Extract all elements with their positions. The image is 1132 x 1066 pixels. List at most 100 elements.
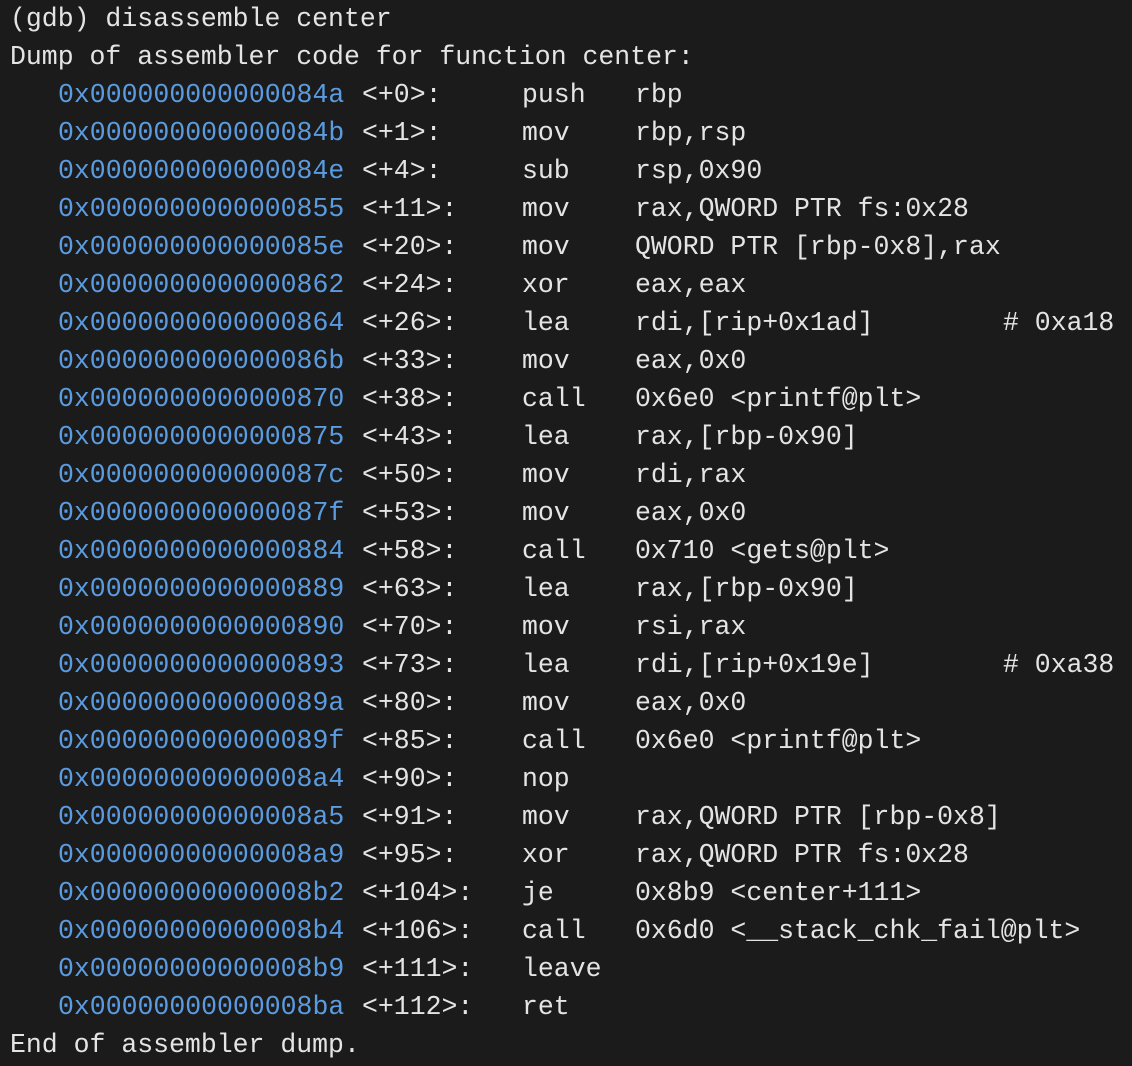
mnemonic: mov xyxy=(522,498,570,528)
address: 0x0000000000000884 xyxy=(58,536,345,566)
mnemonic: mov xyxy=(522,688,570,718)
offset: <+112>: xyxy=(362,992,474,1022)
mnemonic: call xyxy=(522,384,586,414)
address: 0x000000000000089f xyxy=(58,726,345,756)
address: 0x000000000000086b xyxy=(58,346,345,376)
address: 0x0000000000000864 xyxy=(58,308,345,338)
address: 0x0000000000000875 xyxy=(58,422,345,452)
address: 0x000000000000087c xyxy=(58,460,345,490)
mnemonic: mov xyxy=(522,460,570,490)
offset: <+43>: xyxy=(362,422,458,452)
address: 0x000000000000085e xyxy=(58,232,345,262)
mnemonic: xor xyxy=(522,270,570,300)
address: 0x0000000000000870 xyxy=(58,384,345,414)
mnemonic: call xyxy=(522,536,586,566)
address: 0x0000000000000890 xyxy=(58,612,345,642)
mnemonic: ret xyxy=(522,992,570,1022)
address: 0x000000000000089a xyxy=(58,688,345,718)
offset: <+85>: xyxy=(362,726,458,756)
mnemonic: lea xyxy=(522,574,570,604)
offset: <+111>: xyxy=(362,954,474,984)
footer: End of assembler dump. xyxy=(10,1030,360,1060)
operands: rax,QWORD PTR fs:0x28 xyxy=(635,194,969,224)
mnemonic: mov xyxy=(522,802,570,832)
address: 0x000000000000087f xyxy=(58,498,345,528)
address: 0x000000000000084e xyxy=(58,156,345,186)
offset: <+70>: xyxy=(362,612,458,642)
address: 0x00000000000008b4 xyxy=(58,916,345,946)
mnemonic: mov xyxy=(522,118,570,148)
mnemonic: xor xyxy=(522,840,570,870)
operands: rsi,rax xyxy=(635,612,747,642)
operands: 0x8b9 <center+111> xyxy=(635,878,922,908)
offset: <+90>: xyxy=(362,764,458,794)
operands: rax,QWORD PTR fs:0x28 xyxy=(635,840,969,870)
address: 0x0000000000000862 xyxy=(58,270,345,300)
operands: rdi,[rip+0x19e] xyxy=(635,650,874,680)
operands: 0x710 <gets@plt> xyxy=(635,536,890,566)
command: (gdb) disassemble center xyxy=(10,4,392,34)
address: 0x00000000000008a4 xyxy=(58,764,345,794)
offset: <+4>: xyxy=(362,156,442,186)
offset: <+0>: xyxy=(362,80,442,110)
offset: <+33>: xyxy=(362,346,458,376)
offset: <+95>: xyxy=(362,840,458,870)
offset: <+106>: xyxy=(362,916,474,946)
offset: <+91>: xyxy=(362,802,458,832)
offset: <+20>: xyxy=(362,232,458,262)
address: 0x000000000000084a xyxy=(58,80,345,110)
mnemonic: mov xyxy=(522,612,570,642)
mnemonic: lea xyxy=(522,650,570,680)
operands: 0x6e0 <printf@plt> xyxy=(635,726,922,756)
mnemonic: mov xyxy=(522,346,570,376)
mnemonic: nop xyxy=(522,764,570,794)
operands: rdi,rax xyxy=(635,460,747,490)
offset: <+104>: xyxy=(362,878,474,908)
offset: <+50>: xyxy=(362,460,458,490)
offset: <+38>: xyxy=(362,384,458,414)
offset: <+24>: xyxy=(362,270,458,300)
mnemonic: sub xyxy=(522,156,570,186)
mnemonic: push xyxy=(522,80,586,110)
offset: <+1>: xyxy=(362,118,442,148)
offset: <+58>: xyxy=(362,536,458,566)
operands: rax,QWORD PTR [rbp-0x8] xyxy=(635,802,1001,832)
mnemonic: call xyxy=(522,916,586,946)
operands: 0x6e0 <printf@plt> xyxy=(635,384,922,414)
operands: rax,[rbp-0x90] xyxy=(635,422,858,452)
mnemonic: lea xyxy=(522,422,570,452)
offset: <+11>: xyxy=(362,194,458,224)
operands: eax,0x0 xyxy=(635,346,747,376)
address: 0x0000000000000855 xyxy=(58,194,345,224)
header: Dump of assembler code for function cent… xyxy=(10,42,694,72)
mnemonic: je xyxy=(522,878,554,908)
comment: # 0xa38 xyxy=(1003,650,1115,680)
offset: <+80>: xyxy=(362,688,458,718)
operands: rsp,0x90 xyxy=(635,156,763,186)
address: 0x00000000000008a5 xyxy=(58,802,345,832)
mnemonic: mov xyxy=(522,232,570,262)
operands: eax,0x0 xyxy=(635,498,747,528)
address: 0x0000000000000893 xyxy=(58,650,345,680)
operands: rbp,rsp xyxy=(635,118,747,148)
operands: rbp xyxy=(635,80,683,110)
address: 0x00000000000008b9 xyxy=(58,954,345,984)
address: 0x00000000000008b2 xyxy=(58,878,345,908)
mnemonic: mov xyxy=(522,194,570,224)
offset: <+73>: xyxy=(362,650,458,680)
offset: <+63>: xyxy=(362,574,458,604)
mnemonic: lea xyxy=(522,308,570,338)
operands: 0x6d0 <__stack_chk_fail@plt> xyxy=(635,916,1081,946)
operands: eax,0x0 xyxy=(635,688,747,718)
address: 0x000000000000084b xyxy=(58,118,345,148)
address: 0x00000000000008ba xyxy=(58,992,345,1022)
offset: <+26>: xyxy=(362,308,458,338)
address: 0x00000000000008a9 xyxy=(58,840,345,870)
offset: <+53>: xyxy=(362,498,458,528)
mnemonic: leave xyxy=(522,954,602,984)
operands: QWORD PTR [rbp-0x8],rax xyxy=(635,232,1001,262)
operands: rdi,[rip+0x1ad] xyxy=(635,308,874,338)
operands: eax,eax xyxy=(635,270,747,300)
mnemonic: call xyxy=(522,726,586,756)
